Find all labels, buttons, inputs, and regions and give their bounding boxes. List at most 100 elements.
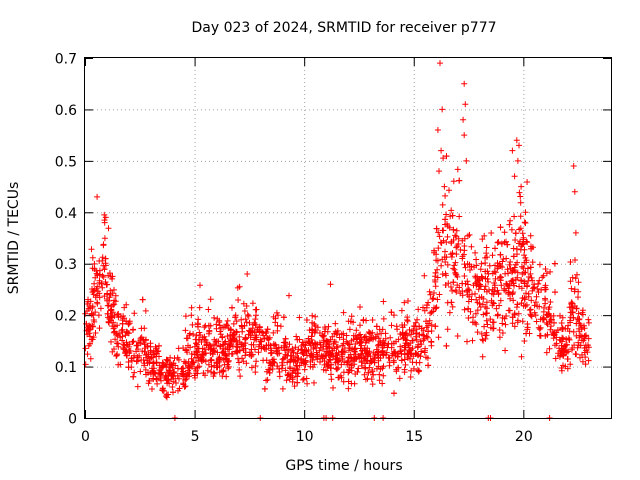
data-point bbox=[267, 350, 274, 357]
data-point bbox=[519, 230, 526, 237]
data-point bbox=[472, 273, 479, 280]
data-point bbox=[428, 309, 435, 316]
data-point bbox=[507, 259, 514, 265]
data-point bbox=[470, 282, 477, 289]
data-point bbox=[359, 347, 366, 354]
data-point bbox=[249, 300, 256, 307]
data-point bbox=[512, 230, 519, 237]
data-point bbox=[224, 359, 231, 365]
data-point bbox=[424, 355, 431, 362]
data-point bbox=[435, 245, 442, 252]
data-point bbox=[465, 306, 472, 312]
data-point bbox=[468, 243, 475, 250]
data-point bbox=[504, 281, 510, 288]
data-point bbox=[494, 312, 501, 319]
data-point bbox=[548, 323, 554, 330]
data-point bbox=[130, 373, 137, 380]
data-point bbox=[571, 188, 578, 195]
y-tick-label: 0 bbox=[68, 412, 77, 428]
data-point bbox=[481, 323, 488, 330]
data-point bbox=[289, 374, 296, 381]
data-point bbox=[303, 317, 310, 323]
data-point bbox=[497, 277, 504, 284]
data-point bbox=[569, 300, 576, 307]
data-point bbox=[494, 260, 501, 266]
data-point bbox=[327, 281, 334, 288]
data-point bbox=[134, 342, 141, 349]
data-point bbox=[345, 378, 352, 385]
data-point bbox=[338, 361, 345, 368]
data-point bbox=[518, 353, 525, 360]
data-point bbox=[392, 349, 399, 356]
data-point bbox=[309, 329, 316, 336]
data-point bbox=[536, 326, 543, 333]
data-point bbox=[436, 233, 443, 240]
data-point bbox=[440, 155, 447, 162]
data-point bbox=[450, 178, 457, 185]
data-point bbox=[110, 302, 117, 308]
data-point bbox=[298, 346, 305, 353]
data-point bbox=[473, 296, 480, 303]
data-point bbox=[99, 284, 106, 291]
data-point bbox=[309, 357, 316, 364]
data-point bbox=[276, 369, 283, 375]
data-point bbox=[248, 364, 255, 371]
data-point bbox=[97, 305, 104, 312]
data-point bbox=[561, 347, 568, 354]
data-point bbox=[507, 265, 514, 272]
data-point bbox=[368, 376, 375, 383]
data-point bbox=[332, 328, 339, 335]
data-point bbox=[314, 356, 321, 363]
data-point bbox=[328, 361, 335, 368]
data-point bbox=[491, 288, 498, 295]
data-point bbox=[572, 229, 579, 236]
data-point bbox=[111, 286, 117, 293]
data-point bbox=[489, 302, 496, 309]
data-point bbox=[386, 354, 393, 361]
data-point bbox=[188, 304, 195, 311]
data-point bbox=[425, 320, 431, 327]
data-point bbox=[299, 339, 306, 346]
data-point bbox=[577, 322, 584, 329]
data-point bbox=[195, 345, 202, 352]
data-point bbox=[401, 366, 408, 373]
data-point bbox=[464, 289, 471, 295]
data-point bbox=[481, 232, 488, 239]
data-point bbox=[417, 338, 424, 345]
data-point bbox=[140, 357, 147, 363]
data-point bbox=[311, 379, 317, 386]
data-point bbox=[369, 317, 376, 323]
data-point bbox=[383, 349, 390, 356]
data-point bbox=[293, 362, 300, 369]
data-point bbox=[99, 272, 106, 279]
data-point bbox=[376, 326, 383, 333]
data-point bbox=[291, 383, 298, 390]
data-point bbox=[182, 327, 189, 334]
x-tick-label: 20 bbox=[515, 429, 533, 445]
data-point bbox=[488, 297, 495, 304]
y-tick-label: 0.1 bbox=[55, 360, 77, 376]
data-point bbox=[436, 168, 442, 175]
data-point bbox=[474, 329, 481, 336]
data-point bbox=[446, 187, 452, 194]
data-point bbox=[158, 377, 164, 384]
data-point bbox=[234, 284, 241, 291]
data-point bbox=[294, 366, 301, 373]
data-point bbox=[188, 351, 195, 357]
data-point bbox=[316, 330, 323, 336]
data-point bbox=[521, 280, 528, 287]
data-point bbox=[542, 266, 549, 272]
data-point bbox=[332, 320, 339, 327]
data-point bbox=[528, 297, 535, 304]
data-point bbox=[509, 314, 516, 321]
data-point bbox=[543, 270, 550, 277]
data-point bbox=[514, 157, 521, 164]
data-point bbox=[286, 341, 293, 348]
data-point bbox=[109, 273, 116, 280]
data-point bbox=[193, 340, 200, 347]
data-point bbox=[512, 237, 519, 243]
data-point bbox=[353, 355, 360, 362]
data-point bbox=[196, 329, 203, 336]
data-point bbox=[294, 350, 301, 357]
data-point bbox=[294, 379, 301, 386]
